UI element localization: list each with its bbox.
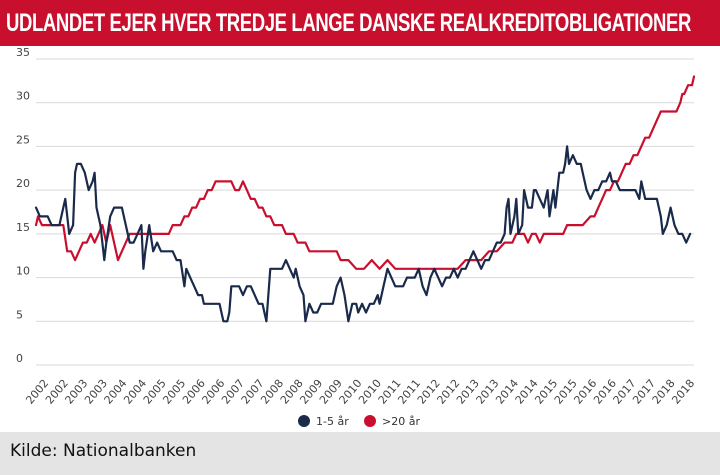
- series-line-over-20-ar: [34, 75, 696, 270]
- legend-label: >20 år: [382, 415, 420, 428]
- chart-area: 0510152025303520022002200320032004200420…: [16, 46, 697, 428]
- legend-marker: [364, 415, 376, 427]
- y-tick-label: 20: [16, 177, 30, 190]
- series-line-1-5-ar: [34, 145, 692, 323]
- y-tick-label: 10: [16, 265, 30, 278]
- source-label: Kilde: Nationalbanken: [10, 441, 197, 461]
- y-tick-label: 25: [16, 133, 30, 146]
- y-tick-label: 30: [16, 90, 30, 103]
- title-bar: UDLANDET EJER HVER TREDJE LANGE DANSKE R…: [0, 0, 720, 46]
- legend-marker: [298, 415, 310, 427]
- legend-label: 1-5 år: [316, 415, 349, 428]
- y-tick-label: 5: [16, 308, 23, 321]
- footer: Kilde: Nationalbanken: [0, 432, 720, 475]
- y-tick-label: 15: [16, 221, 30, 234]
- chart-title: UDLANDET EJER HVER TREDJE LANGE DANSKE R…: [6, 9, 691, 37]
- y-tick-label: 35: [16, 46, 30, 59]
- y-tick-label: 0: [16, 352, 23, 365]
- x-tick-label: 2018: [669, 377, 697, 407]
